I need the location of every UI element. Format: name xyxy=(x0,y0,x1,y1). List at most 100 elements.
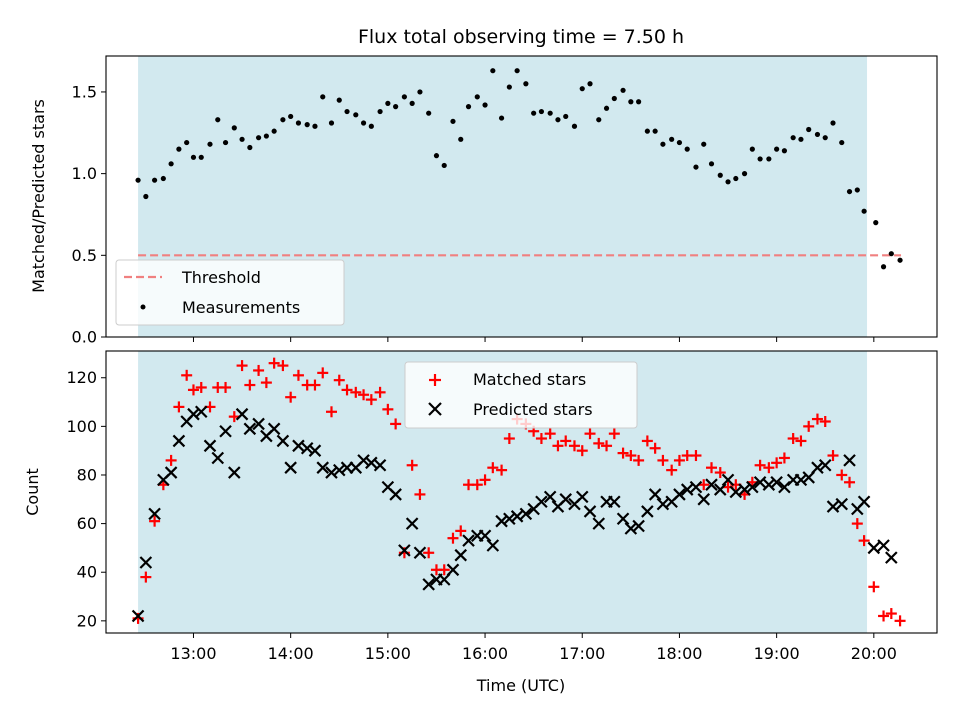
matched-star-point xyxy=(487,462,499,474)
y-tick-label: 40 xyxy=(77,563,97,582)
counts-panel: 20 40 60 80 100 120 13:00 14:00 15:00 16:00 17:00… xyxy=(23,350,938,695)
measurements-legend-label: Measurements xyxy=(182,298,300,317)
predicted-star-point xyxy=(172,434,186,448)
predicted-star-point xyxy=(843,454,856,467)
measurement-point xyxy=(295,120,302,126)
predicted-star-point xyxy=(437,573,451,586)
measurement-point xyxy=(328,120,335,126)
predicted-star-point xyxy=(284,461,297,474)
matched-legend-label: Matched stars xyxy=(473,370,586,389)
measurement-point xyxy=(888,251,894,257)
y-tick-label: 60 xyxy=(77,514,97,533)
measurement-point xyxy=(231,125,237,131)
counts-y-axis-label: Count xyxy=(23,468,42,516)
predicted-star-point xyxy=(543,490,557,504)
measurement-point xyxy=(587,81,593,87)
matched-star-point xyxy=(236,360,248,372)
predicted-star-point xyxy=(770,475,783,489)
predicted-star-point xyxy=(187,407,200,421)
x-tick-label: 19:00 xyxy=(754,644,800,663)
matched-star-point xyxy=(673,454,685,466)
matched-star-point xyxy=(763,462,775,474)
measurement-point xyxy=(725,179,731,185)
predicted-star-point xyxy=(300,441,314,455)
matched-star-point xyxy=(666,464,678,476)
measurement-point xyxy=(368,123,374,129)
measurement-point xyxy=(288,113,294,120)
y-tick-label: 0.5 xyxy=(72,246,97,265)
measurement-point xyxy=(393,104,399,110)
measurement-point xyxy=(135,177,141,183)
predicted-star-point xyxy=(689,480,703,494)
predicted-star-point xyxy=(405,517,419,530)
matched-star-point xyxy=(894,615,906,627)
predicted-star-point xyxy=(575,490,589,504)
matched-star-point xyxy=(479,474,491,486)
predicted-star-point xyxy=(211,451,225,465)
predicted-star-point xyxy=(510,510,524,523)
measurement-point xyxy=(603,105,610,111)
predicted-star-point xyxy=(656,497,670,511)
measurement-point xyxy=(498,115,505,121)
predicted-star-point xyxy=(729,485,743,499)
y-tick-label: 1.5 xyxy=(72,82,97,101)
predicted-star-point xyxy=(316,461,330,474)
matched-star-point xyxy=(795,435,807,447)
measurement-point xyxy=(360,120,367,126)
matched-star-point xyxy=(181,369,193,381)
ratio-y-axis-label: Matched/Predicted stars xyxy=(29,99,48,293)
matched-star-point xyxy=(149,515,161,527)
matched-star-point xyxy=(625,450,637,462)
predicted-star-point xyxy=(762,478,776,491)
measurement-point xyxy=(168,161,174,167)
measurement-point xyxy=(143,193,149,200)
matched-star-point xyxy=(350,386,362,398)
measurement-point xyxy=(506,84,512,90)
predicted-star-point xyxy=(632,519,645,533)
measurement-point xyxy=(563,113,569,120)
predicted-star-point xyxy=(357,454,370,467)
measurement-point xyxy=(344,108,350,115)
predicted-star-point xyxy=(559,493,573,506)
measurement-point xyxy=(579,86,585,92)
predicted-star-point xyxy=(746,480,759,494)
predicted-star-point xyxy=(422,578,435,591)
measurement-point xyxy=(846,188,853,195)
measurement-point xyxy=(312,123,318,129)
measurement-point xyxy=(798,136,804,142)
matched-star-point xyxy=(244,379,256,391)
matched-star-point xyxy=(317,367,329,379)
measurement-point xyxy=(790,135,796,141)
predicted-star-point xyxy=(721,473,735,487)
measurement-point xyxy=(409,100,415,106)
measurement-point xyxy=(222,139,229,146)
predicted-star-point xyxy=(148,507,161,521)
counts-plot-frame xyxy=(105,350,938,634)
measurement-point xyxy=(433,153,440,159)
matched-star-point xyxy=(268,357,280,369)
predicted-star-point xyxy=(495,514,508,528)
predicted-star-point xyxy=(332,463,346,477)
matched-star-point xyxy=(633,454,645,466)
matched-star-point xyxy=(601,440,613,452)
measurement-point xyxy=(304,122,310,128)
matched-star-point xyxy=(333,374,345,386)
y-tick-label: 0.0 xyxy=(72,328,97,347)
predicted-star-point xyxy=(648,488,662,501)
matched-star-point xyxy=(220,381,232,393)
measurement-point xyxy=(806,126,812,133)
predicted-star-point xyxy=(680,483,694,496)
measurement-point xyxy=(749,146,755,152)
matched-star-point xyxy=(374,386,386,398)
measurement-point xyxy=(701,141,707,147)
matched-star-point xyxy=(617,447,629,459)
measurement-point xyxy=(571,123,578,129)
predicted-star-point xyxy=(454,548,468,562)
matched-star-point xyxy=(455,525,467,537)
matched-star-point xyxy=(285,391,297,403)
predicted-star-point xyxy=(535,495,548,509)
x-tick-label: 18:00 xyxy=(656,644,702,663)
measurement-point xyxy=(336,97,342,103)
chart-title: Flux total observing time = 7.50 h xyxy=(358,26,684,48)
y-tick-label: 20 xyxy=(77,611,97,630)
